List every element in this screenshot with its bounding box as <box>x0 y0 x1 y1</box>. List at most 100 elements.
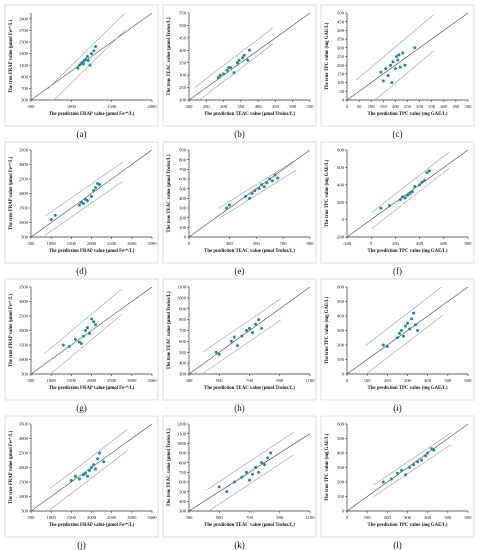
y-tick-label: 350 <box>179 60 187 65</box>
x-tick-label: 3000 <box>127 241 137 246</box>
upper-band-line <box>195 28 272 87</box>
x-tick-label: 1100 <box>305 515 315 520</box>
data-point <box>219 74 222 77</box>
x-tick-label: 3000 <box>127 378 137 383</box>
y-tick-label: 400 <box>337 182 345 187</box>
data-point <box>215 351 218 354</box>
panel-i: 0 100 200 300 400 500 600 0 100 200 300 400 500 600 Th… <box>321 279 474 413</box>
x-tick-label: 2500 <box>107 515 117 520</box>
y-tick-label: 200 <box>337 343 345 348</box>
x-tick-label: 2000 <box>87 241 97 246</box>
data-point <box>395 55 398 58</box>
y-tick-label: 450 <box>179 35 187 40</box>
x-tick-label: 2500 <box>107 241 117 246</box>
x-axis-label: The prediction TPC value (mg GAE/L) <box>368 112 448 117</box>
y-axis-label: The true FRAP value (μmol Fe²⁺/L) <box>8 157 14 231</box>
upper-band-line <box>219 160 296 209</box>
data-point <box>382 79 385 82</box>
x-tick-label: 500 <box>444 378 452 383</box>
y-tick-label: 1500 <box>19 40 29 45</box>
data-point <box>240 476 243 479</box>
data-point <box>389 64 392 67</box>
panel-label: (i) <box>393 403 402 413</box>
data-point <box>245 471 248 474</box>
data-point <box>90 52 93 55</box>
y-tick-label: 1000 <box>177 441 187 446</box>
data-point <box>404 325 407 328</box>
data-point <box>271 179 274 182</box>
y-tick-label: 200 <box>179 98 187 103</box>
y-tick-label: 1900 <box>19 16 29 21</box>
y-tick-label: 1100 <box>177 431 187 436</box>
panel-e: 0 300 500 700 900010020030040050060070080090… <box>163 142 316 276</box>
data-point <box>98 452 101 455</box>
data-point <box>274 174 277 177</box>
data-point <box>382 481 385 484</box>
y-tick-label: -200 <box>336 235 345 240</box>
y-tick-label: 800 <box>179 460 187 465</box>
data-point <box>413 185 416 188</box>
y-tick-label: 150 <box>337 72 345 77</box>
data-point <box>386 345 389 348</box>
data-point <box>412 463 415 466</box>
x-tick-label: 1000 <box>47 515 57 520</box>
data-point <box>245 329 248 332</box>
y-tick-label: 700 <box>179 328 187 333</box>
y-tick-label: 900 <box>179 306 187 311</box>
y-axis-label: The true TEAC value (μmol Trolox/L) <box>167 154 172 233</box>
y-tick-label: 800 <box>179 317 187 322</box>
data-point <box>229 66 232 69</box>
x-tick-label: 200 <box>392 104 400 109</box>
x-tick-label: 400 <box>416 241 424 246</box>
y-tick-label: 350 <box>337 37 345 42</box>
panel-d: 500 1000 1500 2000 2500 3000 3500 500 1000 1500 20… <box>5 142 158 276</box>
panel-label: (k) <box>234 540 245 550</box>
data-point <box>257 318 260 321</box>
data-point <box>248 327 251 330</box>
data-point <box>269 452 272 455</box>
x-tick-label: 500 <box>465 104 473 109</box>
upper-band-line <box>44 289 121 354</box>
y-tick-label: 500 <box>337 436 345 441</box>
y-tick-label: 1200 <box>177 422 187 427</box>
panel-label: (c) <box>393 129 403 139</box>
y-tick-label: 200 <box>179 215 187 220</box>
x-tick-label: 200 <box>384 515 392 520</box>
x-tick-label: -200 <box>343 241 352 246</box>
data-point <box>384 67 387 70</box>
x-tick-label: 0 <box>370 241 373 246</box>
y-tick-label: 300 <box>179 206 187 211</box>
data-point <box>102 460 105 463</box>
data-point <box>254 322 257 325</box>
x-tick-label: 1500 <box>67 241 77 246</box>
data-point <box>418 183 421 186</box>
data-point <box>94 467 97 470</box>
x-tick-label: 900 <box>276 378 284 383</box>
data-point <box>88 64 91 67</box>
data-point <box>246 59 249 62</box>
data-point <box>243 54 246 57</box>
y-tick-label: 250 <box>337 54 345 59</box>
y-tick-label: 300 <box>337 328 345 333</box>
x-tick-label: 2000 <box>87 378 97 383</box>
data-point <box>406 194 409 197</box>
panel-c: 0 50 100 150 200 250 300 350 400 450 5000501001502… <box>321 5 474 139</box>
y-tick-label: 400 <box>179 196 187 201</box>
y-tick-label: 3500 <box>19 285 29 290</box>
y-axis-label: The true TEAC value (μmol Trolox/L) <box>167 428 172 507</box>
identity-line <box>189 150 310 237</box>
data-point <box>396 472 399 475</box>
data-point <box>260 461 263 464</box>
lower-band-line <box>219 170 296 219</box>
y-tick-label: 600 <box>179 339 187 344</box>
x-tick-label: 550 <box>307 104 315 109</box>
x-tick-label: 2000 <box>87 515 97 520</box>
data-point <box>90 317 93 320</box>
data-point <box>425 171 428 174</box>
y-tick-label: 900 <box>21 74 29 79</box>
y-tick-label: 200 <box>337 480 345 485</box>
data-point <box>254 466 257 469</box>
data-point <box>408 466 411 469</box>
y-tick-label: 1000 <box>19 357 29 362</box>
